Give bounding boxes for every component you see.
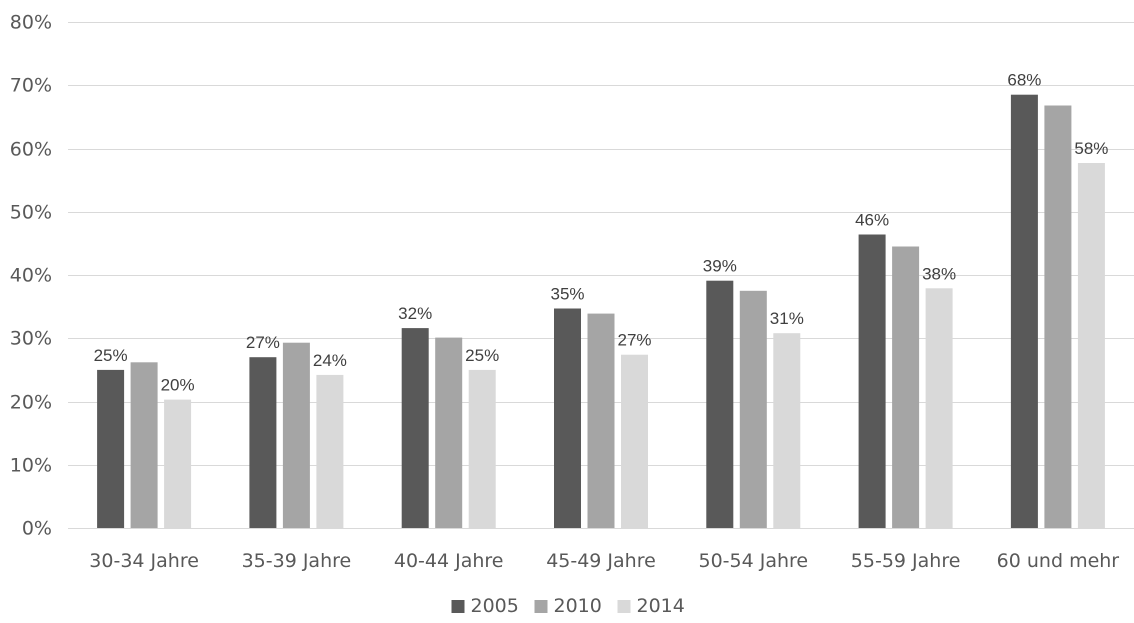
bar-2005 <box>401 328 429 528</box>
legend-label: 2005 <box>471 595 519 617</box>
data-label: 25% <box>94 346 128 365</box>
y-tick-label: 50% <box>10 202 52 224</box>
bar-2014 <box>164 399 192 528</box>
data-label: 27% <box>617 331 651 350</box>
data-label: 31% <box>770 309 804 328</box>
bar-2014 <box>621 354 648 528</box>
bar-2005 <box>554 308 581 528</box>
x-tick-label: 30-34 Jahre <box>89 550 199 572</box>
data-label: 25% <box>465 346 499 365</box>
y-tick-label: 0% <box>22 518 52 540</box>
bar-2010 <box>130 362 158 528</box>
x-tick-label: 55-59 Jahre <box>851 550 961 572</box>
data-label: 24% <box>313 351 347 370</box>
legend-label: 2010 <box>554 595 602 617</box>
data-label: 58% <box>1074 139 1108 158</box>
legend-swatch <box>451 600 465 613</box>
x-tick-label: 40-44 Jahre <box>394 550 504 572</box>
data-label: 35% <box>550 285 584 304</box>
x-tick-label: 35-39 Jahre <box>242 550 352 572</box>
x-axis-labels: 30-34 Jahre 35-39 Jahre 40-44 Jahre 45-49 J… <box>89 550 1119 572</box>
data-label: 20% <box>161 376 195 395</box>
bar-2014 <box>925 288 953 528</box>
bar-2010 <box>282 342 310 528</box>
bar-2005 <box>1010 94 1038 528</box>
bar-2005 <box>97 369 125 528</box>
y-tick-label: 10% <box>10 455 52 477</box>
bar-2014 <box>1077 163 1105 528</box>
y-tick-label: 70% <box>10 75 52 97</box>
data-label: 46% <box>855 211 889 230</box>
y-tick-label: 40% <box>10 265 52 287</box>
data-label: 39% <box>703 257 737 276</box>
bar-2010 <box>892 246 920 528</box>
data-label: 32% <box>398 304 432 323</box>
gridlines <box>68 22 1134 529</box>
x-tick-label: 50-54 Jahre <box>698 550 808 572</box>
bar-2010 <box>587 313 615 528</box>
bar-2010 <box>739 290 767 528</box>
legend-label: 2014 <box>637 595 685 617</box>
bars <box>97 94 1105 528</box>
y-tick-label: 20% <box>10 392 52 414</box>
y-tick-label: 80% <box>10 12 52 34</box>
bar-2010 <box>1044 105 1072 528</box>
data-label: 38% <box>922 264 956 283</box>
legend-item-2010: 2010 <box>534 595 602 617</box>
y-axis-labels: 0% 10% 20% 30% 40% 50% 60% 70% 80% <box>10 12 52 540</box>
bar-2014 <box>316 374 344 528</box>
data-label: 68% <box>1007 71 1041 90</box>
bar-2005 <box>249 357 277 528</box>
bar-2005 <box>706 280 734 528</box>
data-labels: 25% 20% 27% 24% 32% 25% 35% 27% 39% 31% 46% 38% 68% 5… <box>94 71 1109 395</box>
legend-item-2005: 2005 <box>451 595 519 617</box>
bar-2014 <box>468 369 496 528</box>
bar-2014 <box>773 333 801 528</box>
bar-2010 <box>435 337 463 528</box>
legend-swatch <box>617 600 631 613</box>
y-tick-label: 30% <box>10 328 52 350</box>
x-tick-label: 60 und mehr <box>997 550 1120 572</box>
x-tick-label: 45-49 Jahre <box>546 550 656 572</box>
bar-2005 <box>858 234 886 528</box>
legend-item-2014: 2014 <box>617 595 685 617</box>
legend-swatch <box>534 600 548 613</box>
y-tick-label: 60% <box>10 139 52 161</box>
legend: 2005 2010 2014 <box>451 595 685 617</box>
data-label: 27% <box>246 333 280 352</box>
